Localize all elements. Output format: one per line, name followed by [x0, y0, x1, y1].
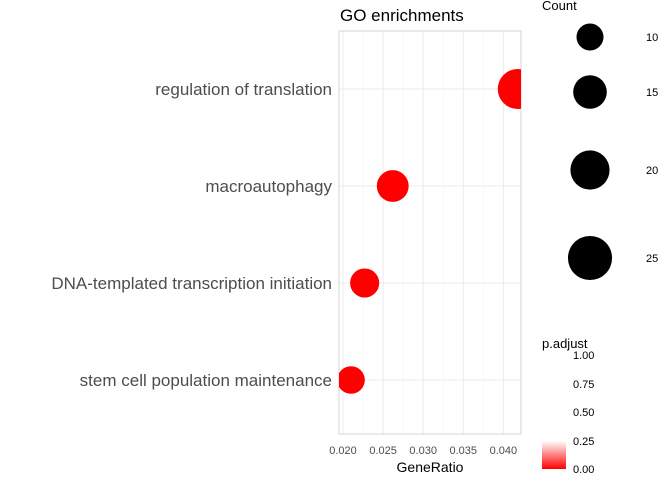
color-legend-label: 0.25 [573, 436, 594, 448]
x-axis-title: GeneRatio [397, 459, 464, 475]
size-legend-key [573, 75, 607, 109]
x-tick-labels: 0.020 0.025 0.030 0.035 0.040 [329, 445, 517, 457]
size-legend-key [567, 235, 613, 281]
category-label: regulation of translation [155, 80, 332, 99]
color-legend-title: p.adjust [542, 336, 588, 351]
size-legend: Count 10 15 20 25 [542, 0, 658, 281]
x-tick-label: 0.035 [450, 445, 478, 457]
color-legend-label: 0.75 [573, 379, 594, 391]
data-point [339, 366, 365, 394]
category-label: macroautophagy [205, 177, 332, 196]
color-legend: p.adjust 1.00 0.75 0.50 0.25 0.00 [542, 336, 594, 476]
category-label: DNA-templated transcription initiation [51, 274, 332, 293]
category-labels: regulation of translation macroautophagy D… [51, 80, 332, 390]
grid-lines [339, 31, 521, 434]
plot-panel [338, 30, 522, 435]
size-legend-label: 20 [646, 165, 658, 177]
color-legend-label: 0.50 [573, 407, 594, 419]
size-legend-label: 25 [646, 253, 658, 265]
panel-border [338, 30, 522, 435]
size-legend-key [576, 23, 604, 51]
chart-title: GO enrichments [340, 6, 464, 25]
data-points [339, 68, 521, 394]
size-legend-label: 15 [646, 87, 658, 99]
data-point [497, 68, 521, 110]
x-tick-label: 0.040 [490, 445, 518, 457]
size-legend-label: 10 [646, 32, 658, 44]
color-legend-label: 1.00 [573, 350, 594, 362]
color-legend-label: 0.00 [573, 464, 594, 476]
x-tick-label: 0.020 [329, 445, 357, 457]
size-legend-key [570, 150, 610, 190]
x-tick-label: 0.030 [409, 445, 437, 457]
data-point [350, 268, 380, 298]
x-tick-label: 0.025 [369, 445, 397, 457]
category-label: stem cell population maintenance [80, 371, 332, 390]
size-legend-title: Count [542, 0, 577, 13]
data-point [376, 170, 409, 202]
color-bar [542, 413, 566, 469]
